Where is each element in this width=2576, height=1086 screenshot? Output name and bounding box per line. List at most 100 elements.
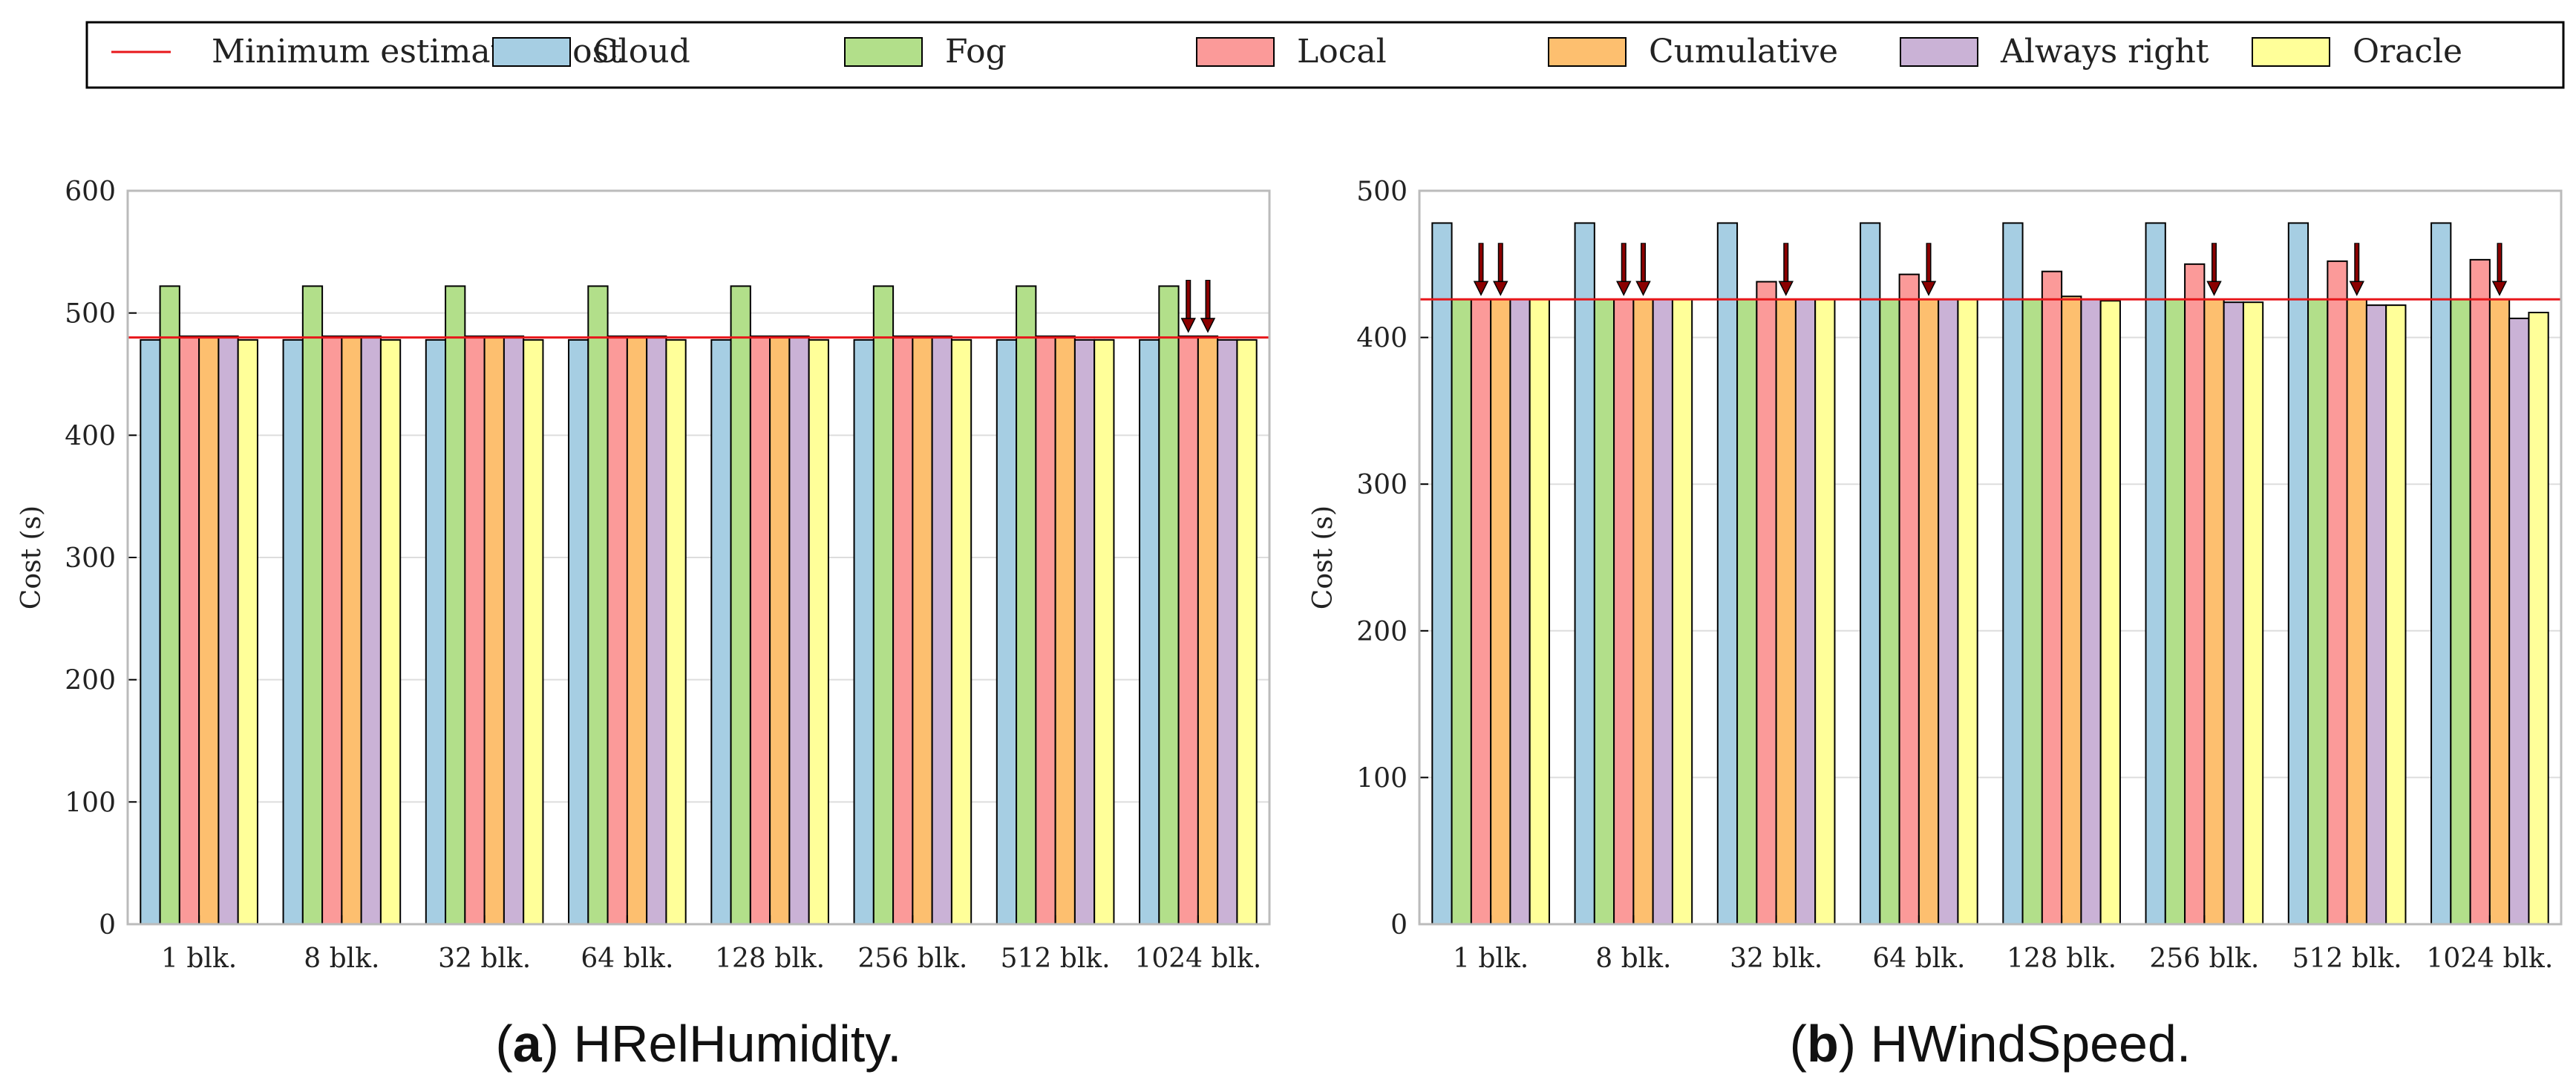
x-tick-label: 32 blk. [438,943,531,974]
bar-always-right-256-blk [2223,301,2244,925]
bar-always-right-32-blk [503,335,525,926]
bar-fog-1024-blk [2450,298,2471,925]
bar-local-512-blk [2327,260,2348,925]
bar-fog-1024-blk [1158,285,1180,925]
legend-swatch [492,37,571,67]
bar-local-256-blk [2184,263,2206,925]
bar-local-64-blk [1898,273,1920,925]
legend-item-cumulative: Cumulative [1548,33,1838,71]
y-tick-label: 0 [1390,910,1408,941]
legend-item-cloud: Cloud [492,33,690,71]
bar-fog-256-blk [2164,298,2186,925]
arrow-marker [1180,279,1196,333]
bar-oracle-1024-blk [2528,312,2549,925]
bar-fog-32-blk [1736,298,1758,925]
x-tick-label: 64 blk. [581,943,673,974]
y-tick-label: 200 [65,666,116,696]
bar-cumulative-256-blk [2203,298,2225,925]
bar-fog-512-blk [2307,298,2329,925]
bar-cloud-8-blk [1574,222,1595,925]
x-tick-label: 256 blk. [2149,943,2259,974]
bar-oracle-1-blk [1529,298,1550,925]
y-tick-label: 300 [65,543,116,574]
x-tick-label: 8 blk. [304,943,379,974]
bar-cumulative-64-blk [1918,298,1940,925]
bar-oracle-1-blk [237,338,258,926]
bar-fog-8-blk [301,285,324,925]
y-tick-label: 400 [1356,324,1408,354]
bar-always-right-64-blk [646,335,667,926]
bar-local-128-blk [2041,270,2063,925]
bar-fog-64-blk [1879,298,1900,925]
y-tick-label: 500 [1356,177,1408,207]
x-tick-label: 32 blk. [1730,943,1823,974]
bar-oracle-256-blk [950,338,972,926]
y-axis-label: Cost (s) [16,506,47,609]
bar-always-right-1024-blk [1217,338,1238,926]
bar-cloud-32-blk [425,338,447,926]
bar-cumulative-1-blk [1490,298,1511,925]
bar-fog-128-blk [2021,298,2043,925]
legend-item-oracle: Oracle [2252,33,2462,71]
chart-panel-b: 0 100 200 300 400 500 1 blk. 8 blk. 32 blk. 64 bl… [1308,177,2563,1073]
bar-always-right-1-blk [218,335,239,926]
bar-local-1-blk [1470,298,1492,925]
x-tick-label: 128 blk. [715,943,825,974]
bar-oracle-32-blk [1814,298,1836,925]
legend-item-fog: Fog [844,33,1007,71]
bar-local-8-blk [1613,298,1635,925]
legend-label: Oracle [2353,33,2462,71]
plot-frame [126,189,1271,926]
bar-local-64-blk [607,335,628,926]
bar-oracle-512-blk [1094,338,1115,926]
arrow-marker [1616,243,1632,296]
y-tick-label: 100 [65,788,116,818]
bar-cloud-1024-blk [2430,222,2452,925]
arrow-marker [1635,243,1651,296]
y-axis-label: Cost (s) [1308,506,1338,609]
y-tick-label: 600 [65,177,116,207]
caption-text: HWindSpeed. [1870,1015,2191,1073]
legend-label: Cumulative [1649,33,1838,71]
legend-label: Local [1297,33,1387,71]
legend-swatch [1196,37,1275,67]
bar-oracle-64-blk [1957,298,1978,925]
bar-cloud-512-blk [996,338,1018,926]
legend-item-local: Local [1196,33,1387,71]
bar-always-right-8-blk [1652,298,1673,925]
x-tick-label: 512 blk. [2292,943,2402,974]
arrow-marker [2206,243,2222,296]
legend-swatch [1548,37,1627,67]
bar-local-1024-blk [1177,335,1199,926]
arrow-marker [1473,243,1489,296]
bar-cloud-128-blk [710,338,732,926]
bar-cumulative-32-blk [483,335,505,926]
panel-caption: (b) HWindSpeed. [1790,1015,2191,1073]
x-tick-label: 512 blk. [1001,943,1111,974]
caption-text: HRelHumidity. [573,1015,901,1073]
bar-cumulative-128-blk [2061,295,2082,926]
legend-label: Always right [2000,33,2209,71]
bar-cloud-64-blk [568,338,589,926]
x-tick-label: 256 blk. [857,943,967,974]
bar-oracle-1024-blk [1236,338,1258,926]
arrow-marker [2349,243,2364,296]
bar-always-right-64-blk [1938,298,1959,925]
bar-local-128-blk [749,335,771,926]
bar-local-32-blk [1756,281,1777,925]
bar-cloud-32-blk [1716,222,1739,925]
bar-local-32-blk [464,335,486,926]
bar-local-256-blk [892,335,914,926]
bar-cumulative-512-blk [1054,335,1076,926]
legend-swatch [844,37,923,67]
bar-fog-512-blk [1016,285,1037,925]
bar-oracle-128-blk [2099,300,2121,925]
bar-cloud-512-blk [2287,222,2309,925]
arrow-marker [1920,243,1937,296]
caption-letter: b [1807,1015,1839,1073]
bar-cumulative-1-blk [198,335,220,926]
bar-cumulative-8-blk [1632,298,1654,925]
bar-cloud-1-blk [140,338,161,926]
